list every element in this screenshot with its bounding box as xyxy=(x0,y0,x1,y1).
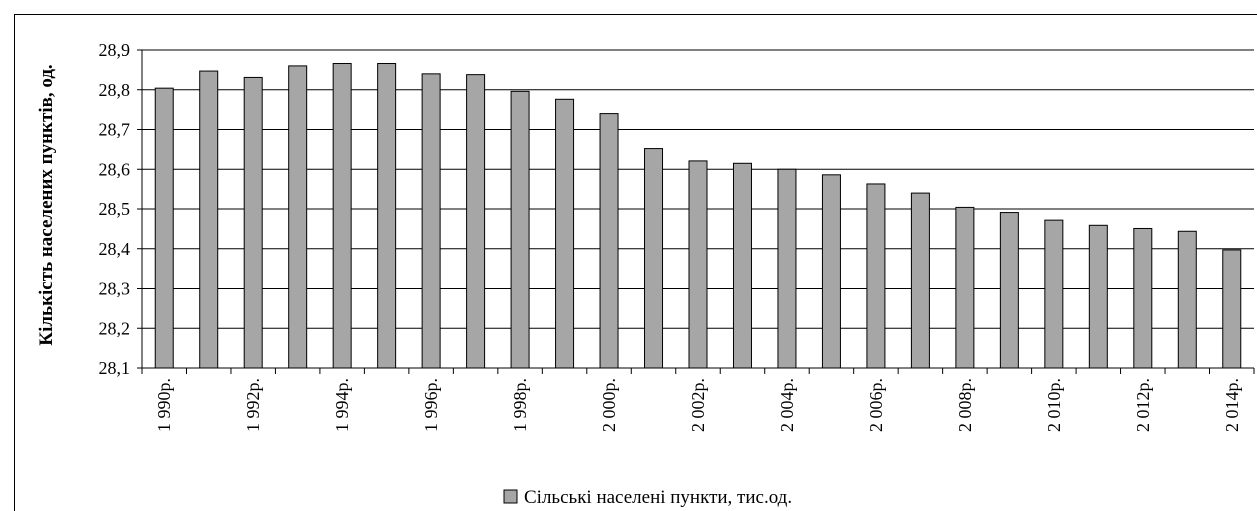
legend: Сільські населені пункти, тис.од. xyxy=(503,487,792,508)
x-tick-label: 2 012р. xyxy=(1133,378,1153,432)
legend-label: Сільські населені пункти, тис.од. xyxy=(524,487,792,508)
x-tick-label: 2 014р. xyxy=(1222,378,1242,432)
x-tick-labels: 1 990р. 1 992р. 1 994р. 1 996р. 1 998р. 2 000… xyxy=(154,378,1242,432)
y-tick-label: 28,2 xyxy=(99,318,131,338)
x-tick-label: 1 996р. xyxy=(421,378,441,432)
y-tick-label: 28,5 xyxy=(99,199,131,219)
x-tick-label: 2 002р. xyxy=(688,378,708,432)
bar xyxy=(288,65,308,369)
bar xyxy=(644,148,664,369)
bar xyxy=(999,212,1019,369)
y-tick-label: 28,6 xyxy=(99,159,131,179)
chart-frame xyxy=(14,14,1257,511)
bars xyxy=(154,63,1242,369)
bar xyxy=(332,63,352,369)
y-tick-label: 28,1 xyxy=(99,358,131,378)
x-tick-label: 1 992р. xyxy=(243,378,263,432)
bar xyxy=(955,206,975,369)
legend-swatch xyxy=(503,489,518,504)
y-tick-label: 28,8 xyxy=(99,80,131,100)
bar xyxy=(1088,224,1108,369)
x-tick-label: 2 008р. xyxy=(955,378,975,432)
y-tick-labels: 28,1 28,2 28,3 28,4 28,5 28,6 28,7 28,8 28,9 xyxy=(99,40,131,378)
axes xyxy=(141,50,1255,374)
bar xyxy=(377,63,397,369)
x-tick-label: 1 998р. xyxy=(510,378,530,432)
bar xyxy=(1222,249,1242,369)
bar xyxy=(821,174,841,369)
x-tick-label: 1 994р. xyxy=(332,378,352,432)
bar xyxy=(243,76,263,369)
y-tick-label: 28,4 xyxy=(99,239,131,259)
bar xyxy=(599,113,619,369)
y-tick-label: 28,7 xyxy=(99,120,131,140)
x-tick-label: 2 000р. xyxy=(599,378,619,432)
bar xyxy=(154,87,174,369)
y-tick-label: 28,3 xyxy=(99,279,131,299)
bar xyxy=(732,162,752,369)
bar xyxy=(688,160,708,369)
bar xyxy=(866,183,886,369)
bar xyxy=(421,73,441,369)
x-tick-label: 2 006р. xyxy=(866,378,886,432)
bar xyxy=(466,74,486,369)
y-tick-label: 28,9 xyxy=(99,40,131,60)
bar xyxy=(1133,227,1153,369)
bar xyxy=(1177,230,1197,369)
bar xyxy=(510,90,530,369)
bar xyxy=(1044,219,1064,369)
bar xyxy=(555,98,575,369)
bar xyxy=(910,192,930,369)
x-tick-label: 1 990р. xyxy=(154,378,174,432)
x-tick-label: 2 010р. xyxy=(1044,378,1064,432)
bar xyxy=(199,70,219,369)
bar xyxy=(777,168,797,369)
y-axis-label: Кількість населених пунктів, од. xyxy=(36,64,57,345)
x-tick-label: 2 004р. xyxy=(777,378,797,432)
